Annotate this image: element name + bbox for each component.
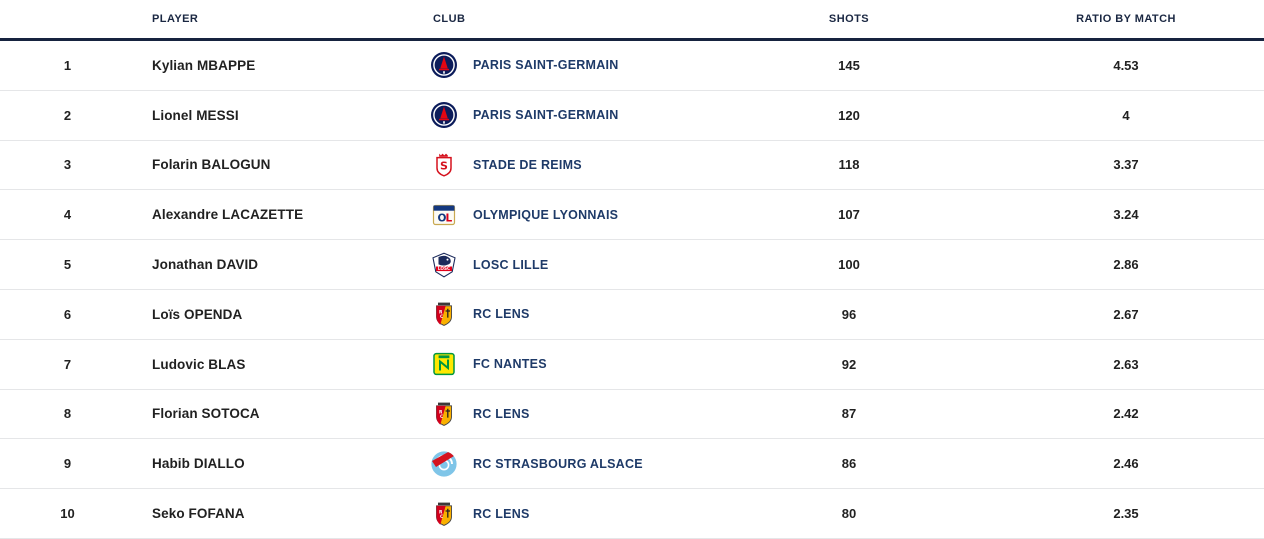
svg-text:O: O — [438, 212, 447, 224]
club-cell: RC STRASBOURG ALSACE — [430, 450, 710, 478]
lille-logo: LOSC — [430, 251, 458, 279]
svg-text:L: L — [446, 212, 453, 224]
table-row[interactable]: 7 Ludovic BLAS FC NANTES 92 2.63 — [0, 339, 1264, 390]
shots-cell: 92 — [841, 356, 857, 372]
rank-cell: 9 — [63, 456, 72, 472]
shots-cell: 118 — [838, 157, 860, 173]
svg-text:R: R — [439, 310, 443, 316]
club-name: OLYMPIQUE LYONNAIS — [473, 207, 619, 222]
table-row[interactable]: 3 Folarin BALOGUN S STADE DE REIMS 118 3… — [0, 140, 1264, 191]
player-name: Lionel MESSI — [152, 107, 239, 123]
svg-text:C: C — [440, 314, 443, 320]
club-name: RC STRASBOURG ALSACE — [473, 456, 643, 471]
rank-cell: 7 — [63, 356, 72, 372]
table-row[interactable]: 9 Habib DIALLO RC STRASBOURG ALSACE 86 2… — [0, 439, 1264, 490]
player-name: Habib DIALLO — [152, 456, 245, 472]
player-name: Seko FOFANA — [152, 506, 245, 522]
club-cell: PARIS SAINT-GERMAIN — [430, 101, 710, 129]
svg-text:C: C — [440, 414, 443, 420]
rank-cell: 2 — [63, 107, 72, 123]
psg-logo — [430, 51, 458, 79]
club-name: RC LENS — [473, 307, 530, 322]
svg-text:LOSC: LOSC — [438, 266, 450, 271]
col-header-player: PLAYER — [152, 13, 199, 25]
shots-cell: 96 — [841, 306, 857, 322]
col-header-shots: SHOTS — [828, 13, 870, 25]
table-row[interactable]: 2 Lionel MESSI PARIS SAINT-GERMAIN 120 4 — [0, 90, 1264, 141]
ratio-cell: 3.37 — [1113, 157, 1139, 173]
shots-cell: 80 — [841, 506, 857, 522]
player-name: Florian SOTOCA — [152, 406, 260, 422]
rank-cell: 8 — [63, 406, 72, 422]
svg-text:C: C — [440, 514, 443, 520]
table-row[interactable]: 1 Kylian MBAPPE PARIS SAINT-GERMAIN 145 … — [0, 41, 1264, 91]
ratio-cell: 2.86 — [1113, 257, 1139, 273]
svg-text:S: S — [440, 159, 448, 172]
ratio-cell: 4.53 — [1113, 57, 1139, 73]
ratio-cell: 2.42 — [1113, 406, 1139, 422]
club-name: RC LENS — [473, 506, 530, 521]
shots-cell: 145 — [838, 57, 860, 73]
club-name: RC LENS — [473, 406, 530, 421]
club-cell: PARIS SAINT-GERMAIN — [430, 51, 710, 79]
club-cell: LOSC LOSC LILLE — [430, 251, 710, 279]
rank-cell: 4 — [63, 207, 72, 223]
club-name: PARIS SAINT-GERMAIN — [473, 58, 619, 73]
shots-cell: 87 — [841, 406, 857, 422]
club-name: STADE DE REIMS — [473, 157, 582, 172]
ratio-cell: 2.67 — [1113, 306, 1139, 322]
club-name: FC NANTES — [473, 357, 547, 372]
player-name: Folarin BALOGUN — [152, 157, 271, 173]
svg-text:R: R — [439, 509, 443, 515]
player-name: Loïs OPENDA — [152, 306, 243, 322]
shots-cell: 107 — [838, 207, 860, 223]
club-cell: S STADE DE REIMS — [430, 151, 710, 179]
ratio-cell: 2.35 — [1113, 506, 1139, 522]
shots-cell: 86 — [841, 456, 857, 472]
table-body: 1 Kylian MBAPPE PARIS SAINT-GERMAIN 145 … — [0, 41, 1264, 539]
player-name: Ludovic BLAS — [152, 356, 246, 372]
table-row[interactable]: 5 Jonathan DAVID LOSC LOSC LILLE 100 2.8… — [0, 240, 1264, 290]
rank-cell: 10 — [60, 506, 75, 522]
player-name: Kylian MBAPPE — [152, 57, 256, 73]
table-header-row: PLAYER CLUB SHOTS RATIO BY MATCH — [0, 0, 1264, 41]
club-cell: FC NANTES — [430, 350, 710, 378]
club-name: LOSC LILLE — [473, 257, 549, 272]
col-header-club: CLUB — [433, 13, 466, 25]
rank-cell: 5 — [63, 257, 72, 273]
ratio-cell: 2.63 — [1113, 356, 1139, 372]
shots-cell: 120 — [838, 107, 860, 123]
shots-cell: 100 — [838, 257, 860, 273]
nantes-logo — [430, 350, 458, 378]
psg-logo — [430, 101, 458, 129]
ratio-cell: 3.24 — [1113, 207, 1139, 223]
ratio-cell: 2.46 — [1113, 456, 1139, 472]
club-name: PARIS SAINT-GERMAIN — [473, 108, 619, 123]
rank-cell: 3 — [63, 157, 72, 173]
ratio-cell: 4 — [1122, 107, 1130, 123]
player-name: Alexandre LACAZETTE — [152, 207, 304, 223]
col-header-ratio: RATIO BY MATCH — [1076, 13, 1176, 25]
svg-text:R: R — [439, 409, 443, 415]
player-name: Jonathan DAVID — [152, 257, 259, 273]
rank-cell: 1 — [63, 57, 72, 73]
strasbourg-logo — [430, 450, 458, 478]
reims-logo: S — [430, 151, 458, 179]
rank-cell: 6 — [63, 306, 72, 322]
